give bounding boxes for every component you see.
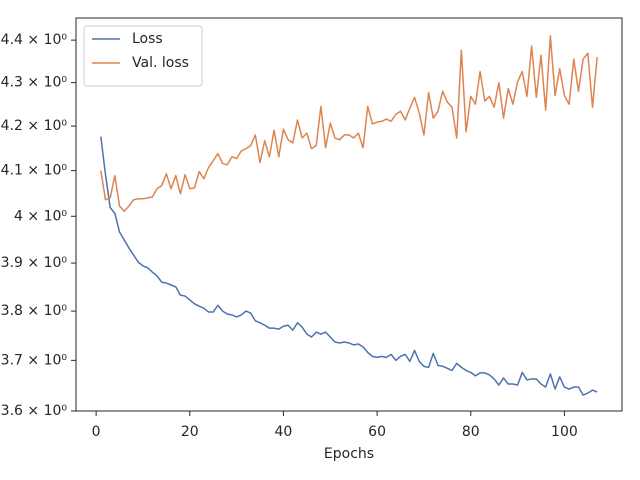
- axes-frame: [75, 17, 623, 412]
- y-tick-label: 4.1 × 10⁰: [1, 163, 68, 179]
- x-axis-label: Epochs: [324, 446, 374, 462]
- y-tick-label: 4.2 × 10⁰: [1, 118, 68, 134]
- legend-label: Val. loss: [132, 55, 189, 71]
- y-tick-label: 3.8 × 10⁰: [1, 303, 68, 319]
- y-tick-label: 3.7 × 10⁰: [1, 352, 68, 368]
- x-tick-label: 20: [181, 424, 199, 440]
- x-tick-label: 40: [275, 424, 293, 440]
- line-series: [100, 136, 598, 396]
- y-tick-label: 4.3 × 10⁰: [1, 75, 68, 91]
- y-tick-label: 4.4 × 10⁰: [1, 32, 68, 48]
- x-tick-label: 100: [551, 424, 578, 440]
- y-tick-label: 3.6 × 10⁰: [1, 403, 68, 419]
- legend-label: Loss: [132, 31, 163, 47]
- legend-box: [83, 25, 203, 87]
- x-tick-label: 60: [368, 424, 386, 440]
- line-series: [100, 35, 598, 212]
- y-tick-label: 3.9 × 10⁰: [1, 255, 68, 271]
- y-tick-label: 4 × 10⁰: [14, 208, 67, 224]
- x-tick-label: 80: [462, 424, 480, 440]
- x-tick-label: 0: [92, 424, 101, 440]
